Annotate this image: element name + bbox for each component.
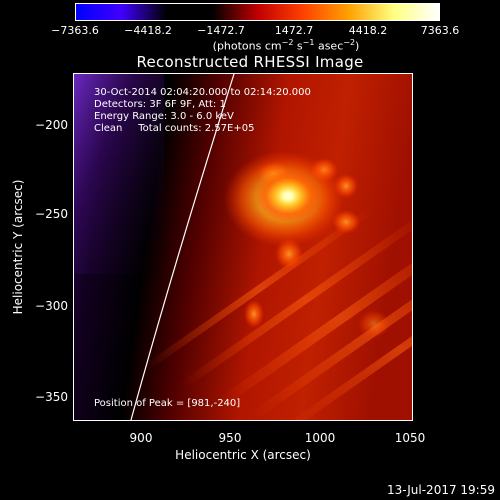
colorbar-tick-label: −4418.2 — [124, 24, 172, 37]
x-axis-label: Heliocentric X (arcsec) — [175, 448, 311, 462]
peak-position-label: Position of Peak = [981,-240] — [94, 398, 241, 409]
y-tick-label: −200 — [35, 118, 68, 132]
info-total-counts: Clean Total counts: 2.57E+05 — [94, 123, 255, 134]
info-time-range: 30-Oct-2014 02:04:20.000 to 02:14:20.000 — [94, 87, 311, 98]
x-tick-label: 1050 — [394, 431, 426, 445]
colorbar-tick-label: 4418.2 — [348, 24, 388, 37]
y-tick-label: −250 — [35, 207, 68, 221]
info-detectors: Detectors: 3F 6F 9F, Att: 1 — [94, 99, 226, 110]
x-tick-label: 1000 — [304, 431, 336, 445]
colorbar-tick-label: −7363.6 — [51, 24, 99, 37]
solar-limb-curve — [130, 74, 235, 420]
colorbar-tick-label: 1472.7 — [274, 24, 314, 37]
x-tick-label: 900 — [129, 431, 153, 445]
colorbar-tick-label: 7363.6 — [420, 24, 460, 37]
y-tick-label: −300 — [35, 299, 68, 313]
x-tick-label: 950 — [218, 431, 242, 445]
rhessi-image-canvas — [74, 74, 412, 420]
colorbar-unit-label: (photons cm−2 s−1 asec−2) — [212, 38, 360, 53]
rhessi-image — [73, 73, 413, 421]
y-tick-label: −350 — [35, 390, 68, 404]
info-energy-range: Energy Range: 3.0 - 6.0 keV — [94, 111, 234, 122]
footer-date: 13-Jul-2017 19:59 — [386, 483, 495, 497]
colorbar — [75, 3, 440, 21]
y-axis-label: Heliocentric Y (arcsec) — [11, 179, 25, 315]
colorbar-tick-label: −1472.7 — [197, 24, 245, 37]
plot-title: Reconstructed RHESSI Image — [136, 53, 364, 71]
